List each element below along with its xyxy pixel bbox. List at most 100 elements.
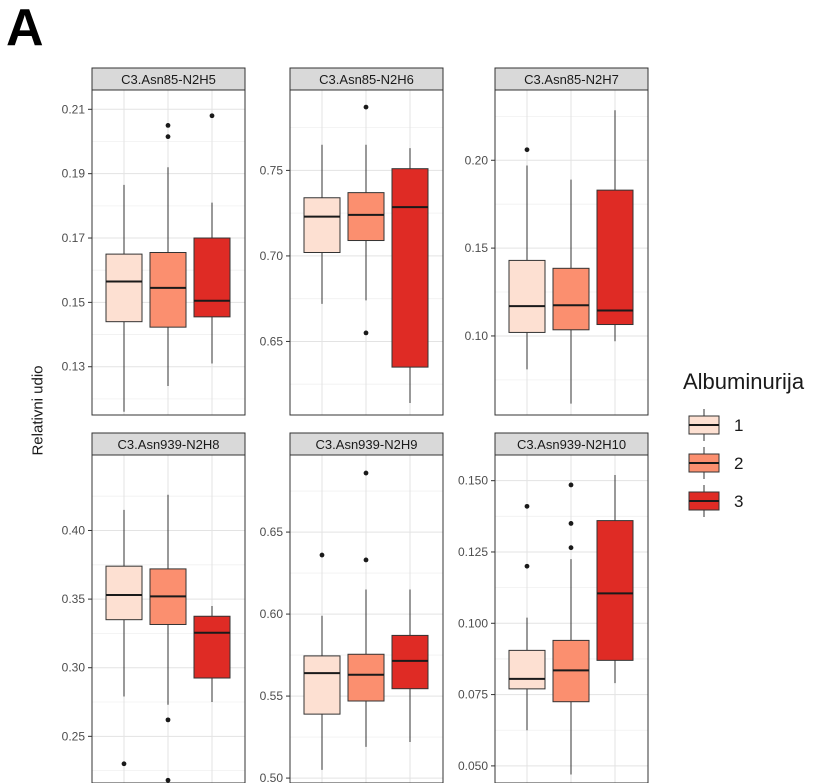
outlier-point [165,717,171,723]
box-group-1 [303,144,341,304]
panel-plot-area [495,455,648,783]
facet-panel: C3.Asn85-N2H7 0.10 0.15 0.20 [465,67,649,416]
outlier-point [363,330,369,336]
facet-title: C3.Asn85-N2H6 [319,72,414,87]
box-group-2 [552,179,590,404]
panel-border [494,454,649,783]
y-tick-label: 0.050 [458,759,488,773]
box [193,237,231,318]
box-group-3 [596,110,634,342]
box [303,197,341,253]
panel-border [289,89,444,416]
box-group-1 [303,552,341,770]
box [105,253,143,323]
panel-border [289,454,444,783]
outlier-point [363,557,369,563]
y-tick-label: 0.75 [260,163,284,177]
y-tick-label: 0.55 [260,689,284,703]
box [552,267,590,331]
y-tick-label: 0.50 [260,771,284,783]
y-tick-label: 0.125 [458,545,488,559]
panel-plot-area [92,455,245,783]
facet-panel: C3.Asn85-N2H6 0.65 0.70 0.75 [260,67,444,416]
outlier-point [319,552,325,558]
legend-item-2: 2 [688,447,743,479]
y-tick-label: 0.15 [62,295,86,309]
box-group-1 [105,509,143,767]
outlier-point [568,482,574,488]
box-group-3 [391,589,429,742]
y-tick-label: 0.17 [62,231,86,245]
outlier-point [568,545,574,551]
box [347,653,385,702]
outlier-point [568,521,574,526]
legend-item-label: 3 [734,492,743,511]
box-group-2 [552,482,590,775]
box-group-1 [105,184,143,412]
panel-border [91,89,246,416]
outlier-point [524,503,530,509]
y-tick-label: 0.65 [260,525,284,539]
y-tick-label: 0.10 [465,329,489,343]
box [149,252,187,328]
box [105,565,143,621]
facet-title: C3.Asn85-N2H5 [121,72,216,87]
facet-title: C3.Asn85-N2H7 [524,72,619,87]
y-tick-label: 0.075 [458,688,488,702]
box [596,520,634,661]
panel-plot-area [290,455,443,783]
facet-panel: C3.Asn85-N2H5 0.13 0.15 0.17 0.19 0.21 [62,67,246,416]
panel-plot-area [92,90,245,415]
facet-panel: C3.Asn939-N2H9 0.50 0.55 0.60 0.65 [260,432,444,783]
y-tick-label: 0.13 [62,360,86,374]
box-group-2 [347,104,385,336]
legend-item-1: 1 [688,409,743,441]
y-tick-label: 0.20 [465,153,489,167]
box [193,615,231,679]
outlier-point [165,777,171,783]
legend-item-3: 3 [688,485,743,517]
y-tick-label: 0.19 [62,167,86,181]
facet-title: C3.Asn939-N2H10 [517,437,626,452]
facet-panel: C3.Asn939-N2H8 0.25 0.30 0.35 0.40 [62,432,246,783]
y-tick-label: 0.21 [62,102,86,116]
y-tick-label: 0.60 [260,607,284,621]
y-tick-label: 0.25 [62,729,86,743]
outlier-point [524,147,530,153]
panel-plot-area [290,90,443,415]
facet-title: C3.Asn939-N2H9 [316,437,418,452]
box [508,259,546,333]
legend-item-label: 1 [734,416,743,435]
facet-panel: C3.Asn939-N2H10 0.050 0.075 0.100 0.125 0.150 [458,432,649,783]
legend-title: Albuminurija [683,369,805,394]
y-tick-label: 0.70 [260,249,284,263]
box-group-2 [347,470,385,747]
box-group-1 [508,503,546,731]
y-tick-label: 0.150 [458,474,488,488]
y-tick-label: 0.100 [458,616,488,630]
box-group-3 [596,474,634,684]
box-group-2 [149,122,187,387]
box [391,634,429,690]
facet-title: C3.Asn939-N2H8 [118,437,220,452]
box-group-1 [508,147,546,370]
legend-item-label: 2 [734,454,743,473]
box [347,192,385,242]
box [508,649,546,690]
box-group-3 [193,113,231,364]
box [596,189,634,326]
box [391,168,429,368]
outlier-point [165,134,171,140]
panel-plot-area [495,90,648,415]
box [303,655,341,715]
legend: Albuminurija 1 2 3 [683,369,805,517]
panel-border [494,89,649,416]
outlier-point [121,761,127,767]
outlier-point [524,563,530,569]
y-tick-label: 0.15 [465,241,489,255]
box-group-3 [193,605,231,703]
y-tick-label: 0.35 [62,592,86,606]
y-tick-label: 0.65 [260,334,284,348]
box-group-2 [149,494,187,783]
